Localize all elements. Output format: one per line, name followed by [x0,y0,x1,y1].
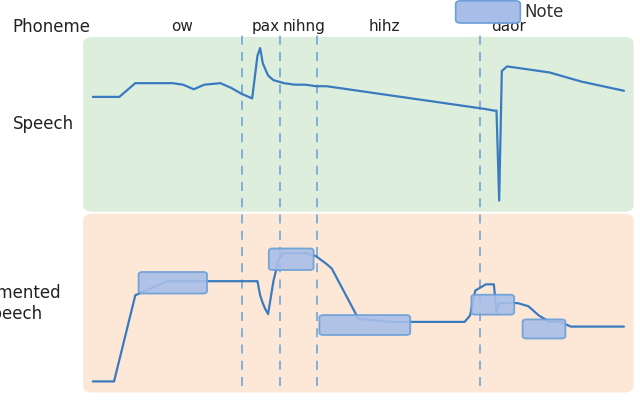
Text: hihz: hihz [368,19,400,34]
FancyBboxPatch shape [83,214,634,393]
Text: Note: Note [525,3,564,21]
Text: Augmented
Speech: Augmented Speech [0,284,61,323]
Text: nihng: nihng [283,19,325,34]
FancyBboxPatch shape [456,1,520,23]
FancyBboxPatch shape [319,315,410,335]
FancyBboxPatch shape [471,295,515,315]
FancyBboxPatch shape [522,319,566,339]
FancyBboxPatch shape [83,37,634,212]
Text: Phoneme: Phoneme [13,18,91,36]
Text: daor: daor [492,19,526,34]
FancyBboxPatch shape [139,272,207,293]
FancyBboxPatch shape [269,249,314,270]
Text: ow: ow [172,19,193,34]
Text: pax: pax [252,19,280,34]
Text: Speech: Speech [13,115,74,133]
